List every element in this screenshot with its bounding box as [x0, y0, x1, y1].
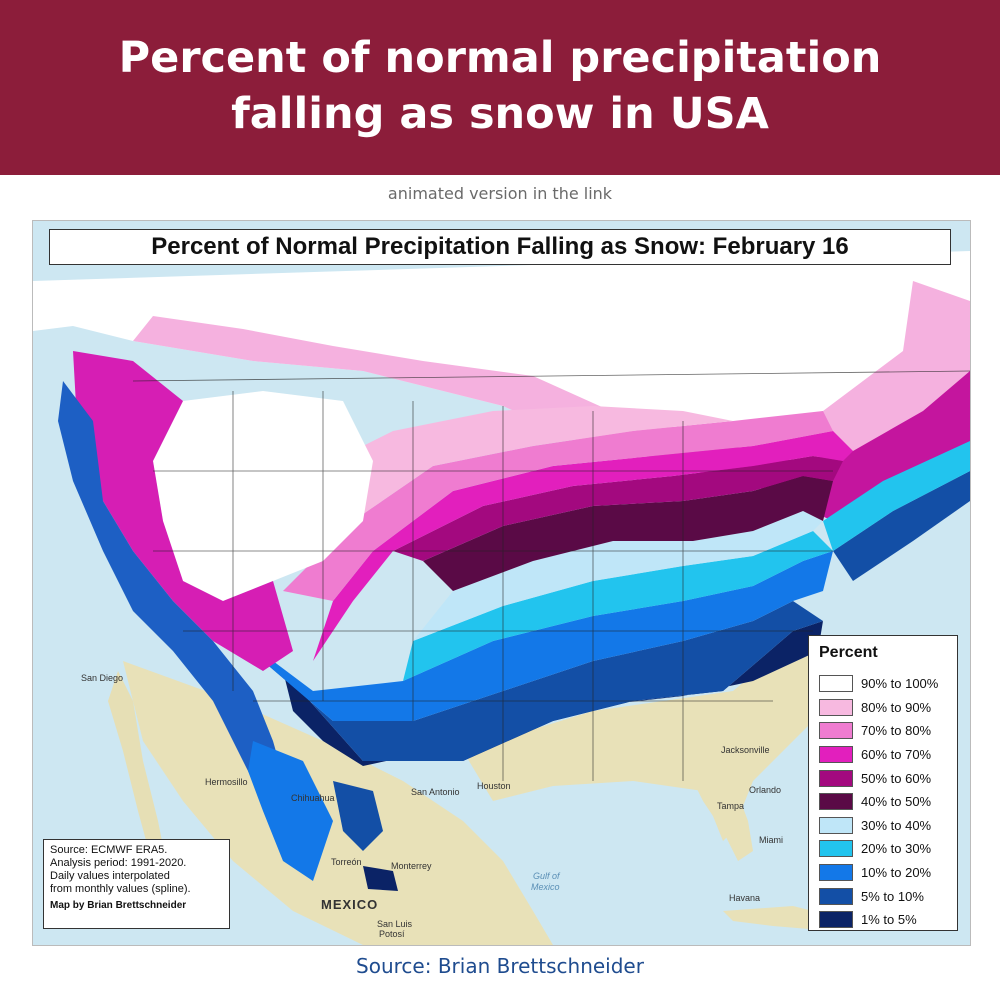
legend-swatch: [819, 675, 853, 693]
legend-swatch: [819, 911, 853, 929]
credit-method-1: Daily values interpolated: [50, 870, 170, 882]
map-legend: Percent 90% to 100% 80% to 90% 70% to 80% 6…: [808, 635, 958, 931]
credit-period: Analysis period: 1991-2020.: [50, 857, 187, 869]
place-chihuahua: Chihuahua: [291, 793, 335, 803]
place-gulf-2: Mexico: [531, 882, 560, 892]
title-banner: Percent of normal precipitation falling …: [0, 0, 1000, 175]
legend-item: 60% to 70%: [819, 743, 938, 767]
legend-item: 5% to 10%: [819, 884, 938, 908]
band-60-to-70: [313, 431, 853, 661]
legend-label: 20% to 30%: [861, 841, 932, 857]
legend-label: 70% to 80%: [861, 723, 932, 739]
place-jacksonville: Jacksonville: [721, 745, 770, 755]
credit-method-2: from monthly values (spline).: [50, 883, 191, 895]
map-credits: Source: ECMWF ERA5. Analysis period: 199…: [43, 839, 230, 929]
atlantic-band-cyan: [823, 441, 970, 551]
legend-item: 50% to 60%: [819, 766, 938, 790]
map-title-box: Percent of Normal Precipitation Falling …: [49, 229, 951, 265]
place-orlando: Orlando: [749, 785, 782, 795]
place-mexico: MEXICO: [321, 897, 379, 912]
atlantic-band-dark: [833, 471, 970, 581]
credit-source: Source: ECMWF ERA5.: [50, 844, 168, 856]
legend-label: 60% to 70%: [861, 747, 932, 763]
place-miami: Miami: [759, 835, 783, 845]
legend-label: 80% to 90%: [861, 699, 932, 715]
credit-author: Map by Brian Brettschneider: [50, 900, 187, 911]
west-coast-blue: [58, 381, 293, 821]
place-hermosillo: Hermosillo: [205, 777, 248, 787]
legend-swatch: [819, 698, 853, 716]
legend-item: 90% to 100%: [819, 672, 938, 696]
band-20-to-30: [403, 531, 833, 681]
band-80-to-90: [253, 406, 733, 571]
band-50-to-60: [393, 456, 843, 561]
place-havana: Havana: [729, 893, 761, 903]
legend-label: 50% to 60%: [861, 770, 932, 786]
legend-label: 1% to 5%: [861, 912, 917, 928]
legend-label: 10% to 20%: [861, 865, 932, 881]
map-title: Percent of Normal Precipitation Falling …: [151, 233, 849, 260]
legend-swatch: [819, 722, 853, 740]
legend-item: 70% to 80%: [819, 719, 938, 743]
legend-swatch: [819, 769, 853, 787]
band-70-to-80: [283, 411, 833, 601]
legend-label: 5% to 10%: [861, 888, 924, 904]
mexico-dark-patch: [333, 781, 383, 851]
page-title: Percent of normal precipitation falling …: [0, 30, 1000, 142]
legend-label: 40% to 50%: [861, 794, 932, 810]
snow-percent-map: Percent of Normal Precipitation Falling …: [32, 220, 971, 946]
band-40-to-50: [423, 476, 833, 591]
page-title-line-1: Percent of normal precipitation: [118, 33, 882, 83]
legend-item: 20% to 30%: [819, 837, 938, 861]
place-torreon: Torreón: [331, 857, 362, 867]
west-coast-magenta: [73, 351, 293, 671]
legend-swatch: [819, 887, 853, 905]
legend-title: Percent: [819, 644, 878, 661]
baja-peninsula: [108, 671, 168, 871]
mexico-blue-patch: [248, 741, 333, 881]
band-30-to-40: [413, 511, 823, 641]
page-title-line-2: falling as snow in USA: [231, 89, 769, 139]
place-san-luis-1: San Luis: [377, 919, 413, 929]
legend-item: 10% to 20%: [819, 861, 938, 885]
legend-item: 30% to 40%: [819, 814, 938, 838]
state-borders: [132, 370, 970, 781]
western-interior: [153, 391, 373, 601]
place-san-antonio: San Antonio: [411, 787, 460, 797]
map-graphic: [33, 221, 970, 945]
legend-item: 40% to 50%: [819, 790, 938, 814]
legend-swatch: [819, 746, 853, 764]
florida: [693, 781, 753, 861]
place-monterrey: Monterrey: [391, 861, 432, 871]
legend-item: 1% to 5%: [819, 908, 938, 932]
place-tampa: Tampa: [717, 801, 745, 811]
legend-label: 90% to 100%: [861, 676, 939, 692]
place-san-luis-2: Potosí: [379, 929, 405, 939]
place-san-diego: San Diego: [81, 673, 124, 683]
place-gulf-1: Gulf of: [533, 871, 560, 881]
legend-swatch: [819, 816, 853, 834]
legend-swatch: [819, 840, 853, 858]
footer-source: Source: Brian Brettschneider: [356, 954, 644, 978]
legend-item: 80% to 90%: [819, 696, 938, 720]
monterrey-patch: [363, 866, 398, 891]
animated-version-note: animated version in the link: [387, 184, 613, 203]
legend-swatch: [819, 864, 853, 882]
legend-label: 30% to 40%: [861, 817, 932, 833]
place-houston: Houston: [477, 781, 511, 791]
legend-list: 90% to 100% 80% to 90% 70% to 80% 60% to 70…: [819, 672, 938, 932]
band-10-to-20: [233, 551, 833, 721]
legend-swatch: [819, 793, 853, 811]
